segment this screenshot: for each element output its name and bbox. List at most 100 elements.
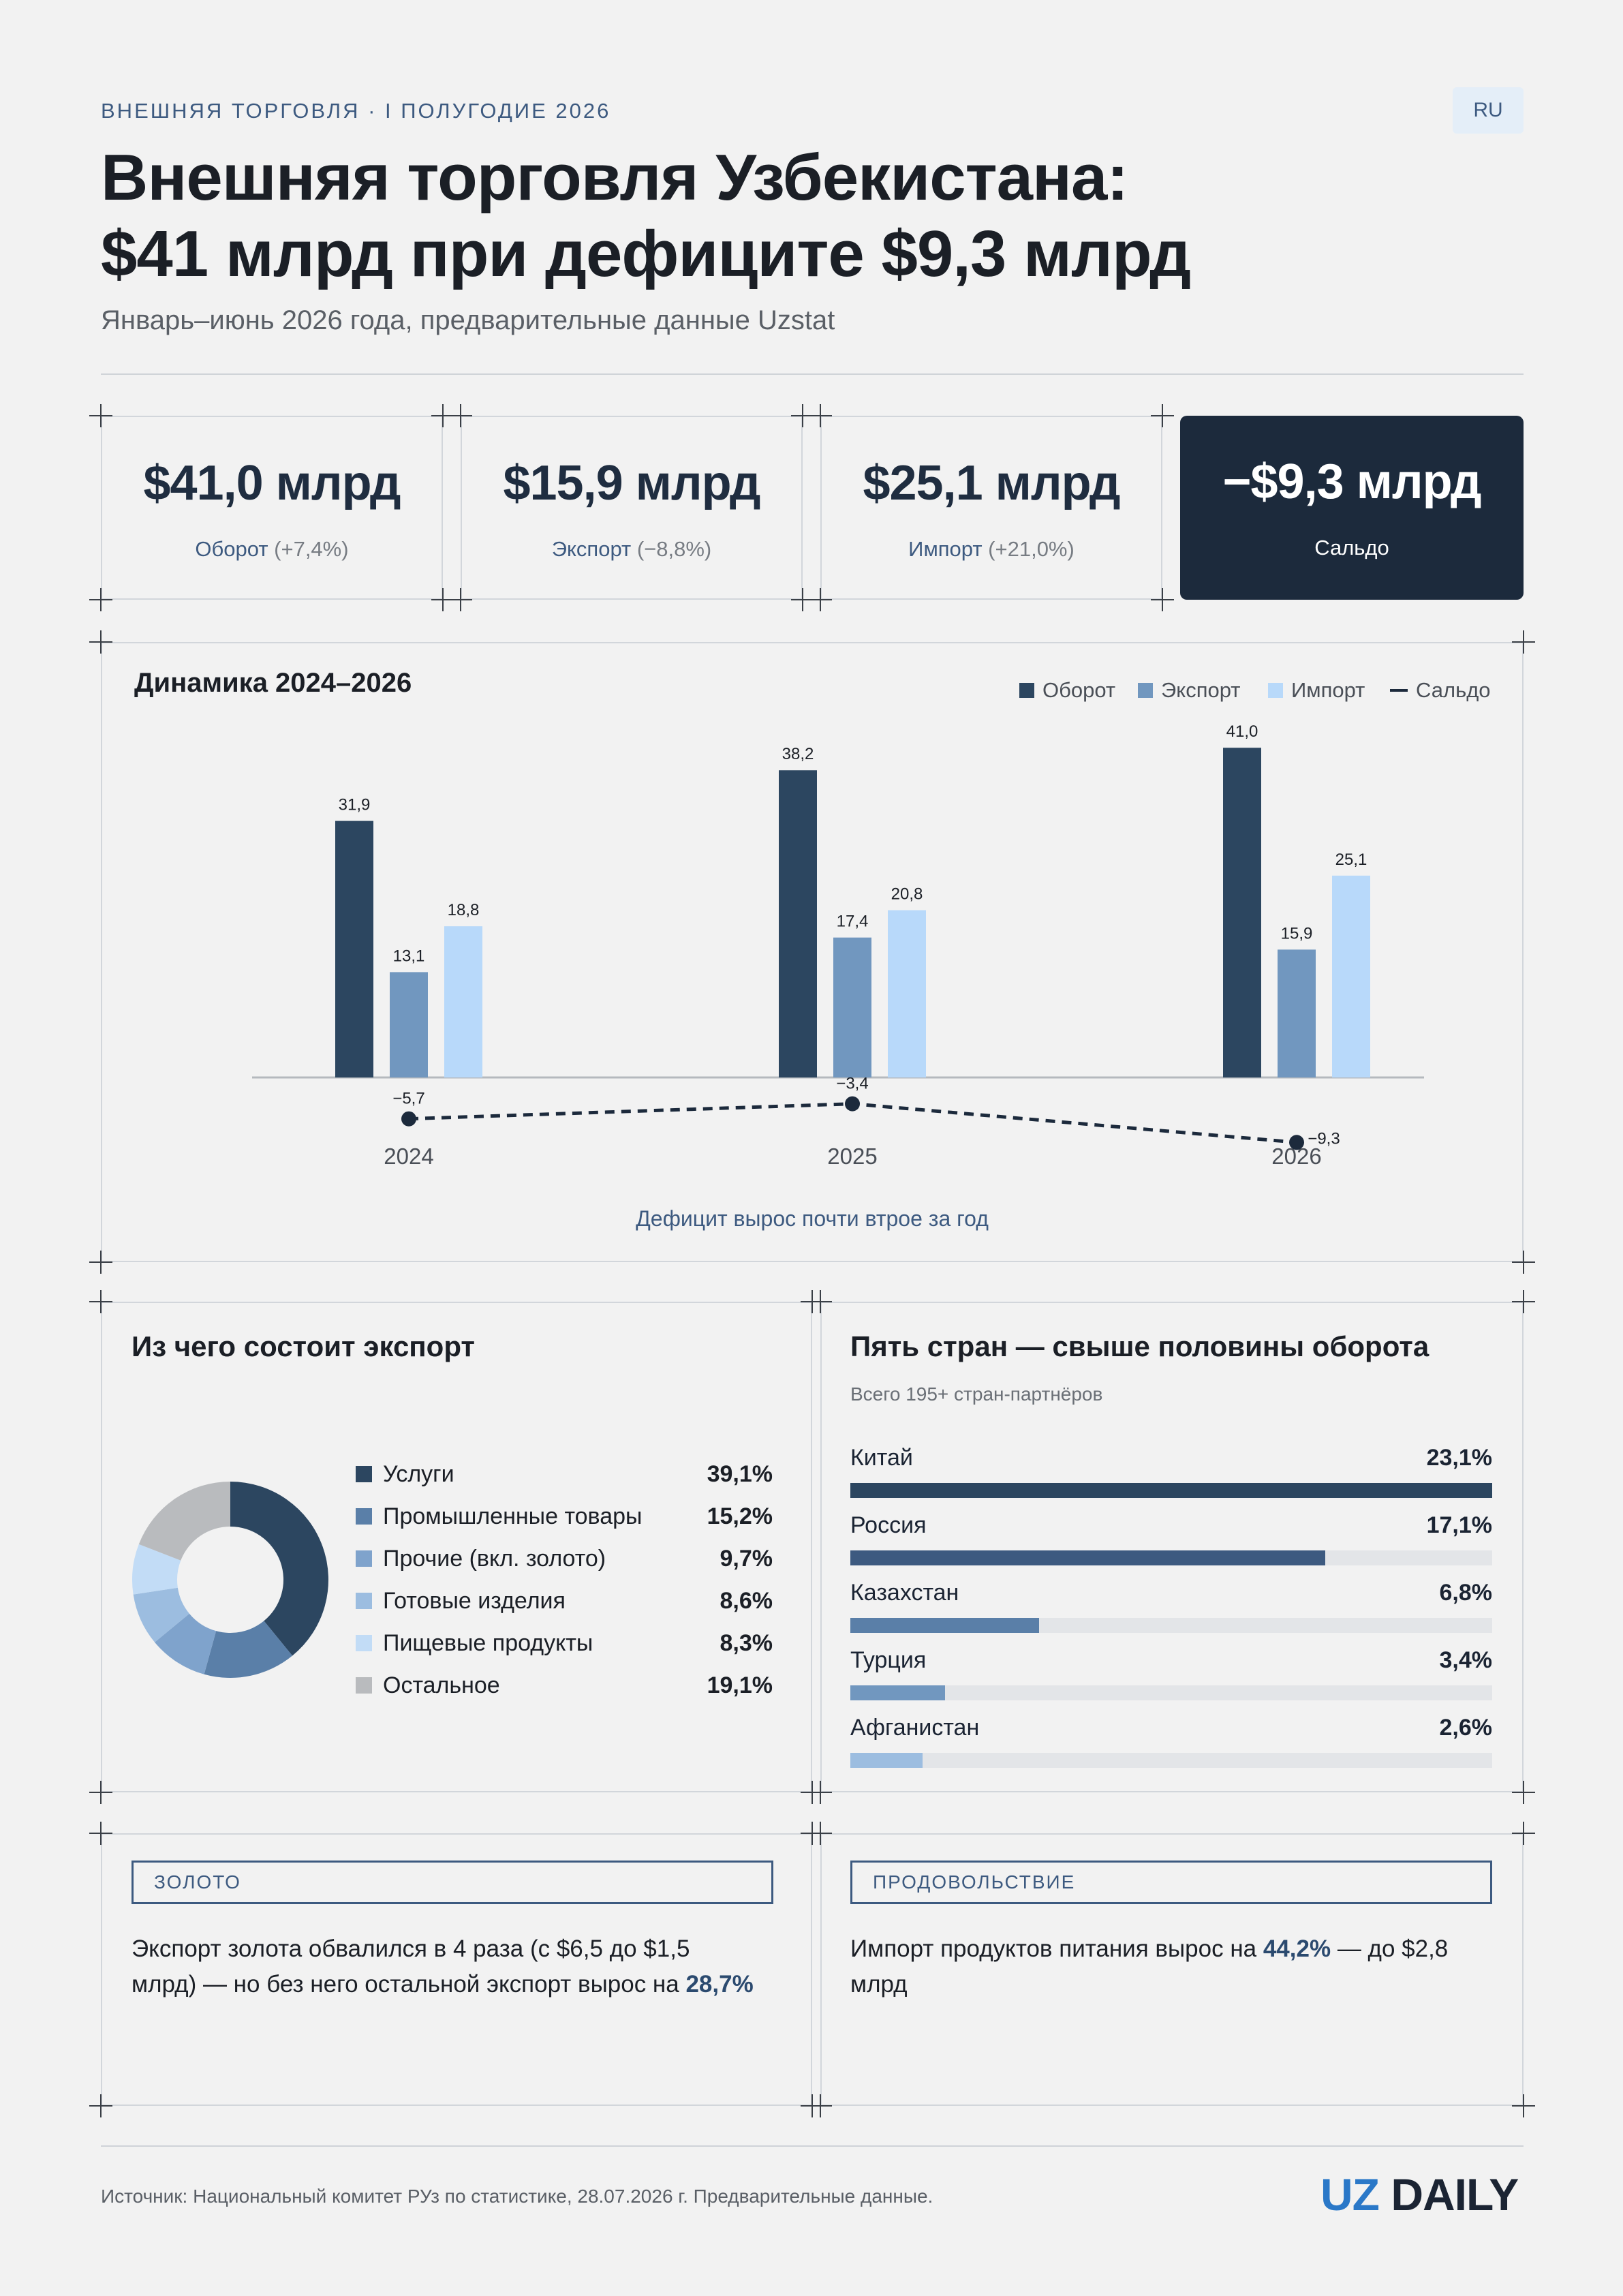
- legend-value: 9,7%: [720, 1545, 773, 1572]
- country-bar: [850, 1618, 1040, 1633]
- crop-mark: [431, 588, 454, 611]
- country-share: 23,1%: [1426, 1445, 1492, 1471]
- crop-mark: [791, 588, 814, 611]
- source-note: Источник: Национальный комитет РУз по ст…: [101, 2186, 933, 2207]
- page-title: Внешняя торговля Узбекистана: $41 млрд п…: [101, 140, 1464, 292]
- uzdaily-logo[interactable]: UZ DAILY: [1320, 2169, 1519, 2220]
- crop-mark: [89, 588, 112, 611]
- country-name: Китай: [850, 1445, 913, 1471]
- crop-mark: [1512, 1251, 1535, 1274]
- legend-swatch: [356, 1508, 372, 1525]
- crop-mark: [89, 1822, 112, 1845]
- kpi-import-delta: (+21,0%): [988, 537, 1075, 561]
- kpi-balance-label: Сальдо: [1314, 536, 1389, 560]
- gold-note-highlight: 28,7%: [685, 1971, 754, 1997]
- language-switch[interactable]: RU: [1453, 87, 1524, 134]
- country-name: Турция: [850, 1647, 927, 1673]
- crop-mark: [431, 404, 454, 427]
- crop-mark: [1151, 404, 1174, 427]
- country-bar-track: [850, 1618, 1492, 1633]
- country-share: 6,8%: [1439, 1580, 1493, 1606]
- legend-value: 19,1%: [707, 1672, 773, 1698]
- legend-swatch-import: [1268, 683, 1283, 698]
- country-bar-track: [850, 1685, 1492, 1700]
- x-tick-label: 2025: [827, 1144, 877, 1169]
- balance-label: −5,7: [392, 1090, 424, 1108]
- donut-legend-row: Промышленные товары 15,2%: [356, 1503, 773, 1530]
- title-line-1: Внешняя торговля Узбекистана:: [101, 141, 1128, 214]
- partners-subtitle: Всего 195+ стран-партнёров: [850, 1383, 1103, 1405]
- balance-label: −9,3: [1308, 1129, 1340, 1148]
- donut-legend-row: Остальное 19,1%: [356, 1672, 773, 1699]
- kpi-turnover-label: Оборот: [195, 537, 268, 561]
- food-note-highlight: 44,2%: [1263, 1935, 1331, 1962]
- crop-mark: [809, 2094, 832, 2117]
- legend-export: Экспорт: [1138, 678, 1240, 703]
- legend-value: 39,1%: [707, 1460, 773, 1487]
- bar-label: 13,1: [393, 947, 425, 965]
- country-row: Турция 3,4%: [850, 1647, 1492, 1700]
- crop-mark: [791, 404, 814, 427]
- donut-slice-0: [230, 1482, 328, 1656]
- bar-2024-0: [335, 821, 373, 1077]
- legend-label: Прочие (вкл. золото): [383, 1545, 606, 1572]
- export-structure-title: Из чего состоит экспорт: [132, 1330, 475, 1362]
- country-bar-track: [850, 1483, 1492, 1498]
- kpi-balance-value: −$9,3 млрд: [1222, 455, 1481, 509]
- gold-tag: ЗОЛОТО: [132, 1861, 773, 1904]
- crop-mark: [1512, 2094, 1535, 2117]
- country-bar: [850, 1483, 1492, 1498]
- bar-label: 41,0: [1226, 722, 1258, 741]
- legend-label: Услуги: [383, 1460, 454, 1487]
- country-bar-track: [850, 1753, 1492, 1768]
- bar-2024-1: [390, 972, 428, 1077]
- legend-value: 15,2%: [707, 1503, 773, 1529]
- crop-mark: [89, 1781, 112, 1804]
- country-share: 17,1%: [1426, 1512, 1492, 1538]
- legend-swatch: [356, 1677, 372, 1694]
- legend-line-balance: [1390, 689, 1408, 692]
- header-divider: [101, 373, 1524, 375]
- balance-point: [845, 1096, 860, 1112]
- food-tag: ПРОДОВОЛЬСТВИЕ: [850, 1861, 1492, 1904]
- x-tick-label: 2024: [384, 1144, 433, 1169]
- bar-label: 38,2: [782, 745, 814, 763]
- kpi-export-delta: (−8,8%): [636, 537, 712, 561]
- footer-divider: [101, 2145, 1524, 2147]
- donut-slice-1: [204, 1621, 293, 1678]
- partners-title: Пять стран — свыше половины оборота: [850, 1330, 1429, 1362]
- donut-legend-row: Пищевые продукты 8,3%: [356, 1629, 773, 1657]
- crop-mark: [449, 588, 472, 611]
- country-share: 3,4%: [1439, 1647, 1493, 1673]
- country-row: Китай 23,1%: [850, 1445, 1492, 1498]
- food-note-panel: [820, 1833, 1524, 2106]
- subtitle: Январь–июнь 2026 года, предварительные д…: [101, 305, 835, 335]
- legend-label: Остальное: [383, 1672, 500, 1698]
- crop-mark: [89, 2094, 112, 2117]
- bar-2024-2: [444, 926, 482, 1077]
- bar-2025-0: [779, 770, 817, 1077]
- crop-mark: [89, 630, 112, 654]
- kpi-turnover-value: $41,0 млрд: [143, 456, 401, 510]
- crop-mark: [809, 404, 832, 427]
- donut-legend-row: Прочие (вкл. золото) 9,7%: [356, 1545, 773, 1572]
- bar-label: 31,9: [339, 796, 371, 814]
- dynamics-panel: [101, 642, 1524, 1262]
- crop-mark: [1512, 1822, 1535, 1845]
- bar-2026-1: [1278, 949, 1316, 1077]
- legend-swatch-turnover: [1019, 683, 1034, 698]
- country-bar: [850, 1550, 1326, 1565]
- legend-swatch: [356, 1593, 372, 1609]
- kicker: ВНЕШНЯЯ ТОРГОВЛЯ · I ПОЛУГОДИЕ 2026: [101, 99, 611, 123]
- legend-import: Импорт: [1268, 678, 1365, 703]
- legend-turnover: Оборот: [1019, 678, 1115, 703]
- crop-mark: [809, 1781, 832, 1804]
- kpi-export-value: $15,9 млрд: [503, 456, 760, 510]
- country-row: Россия 17,1%: [850, 1512, 1492, 1565]
- donut-slice-3: [133, 1587, 189, 1642]
- country-name: Россия: [850, 1512, 927, 1538]
- crop-mark: [809, 588, 832, 611]
- kpi-export: $15,9 млрд Экспорт (−8,8%): [461, 416, 803, 600]
- crop-mark: [809, 1290, 832, 1313]
- kpi-turnover-delta: (+7,4%): [274, 537, 349, 561]
